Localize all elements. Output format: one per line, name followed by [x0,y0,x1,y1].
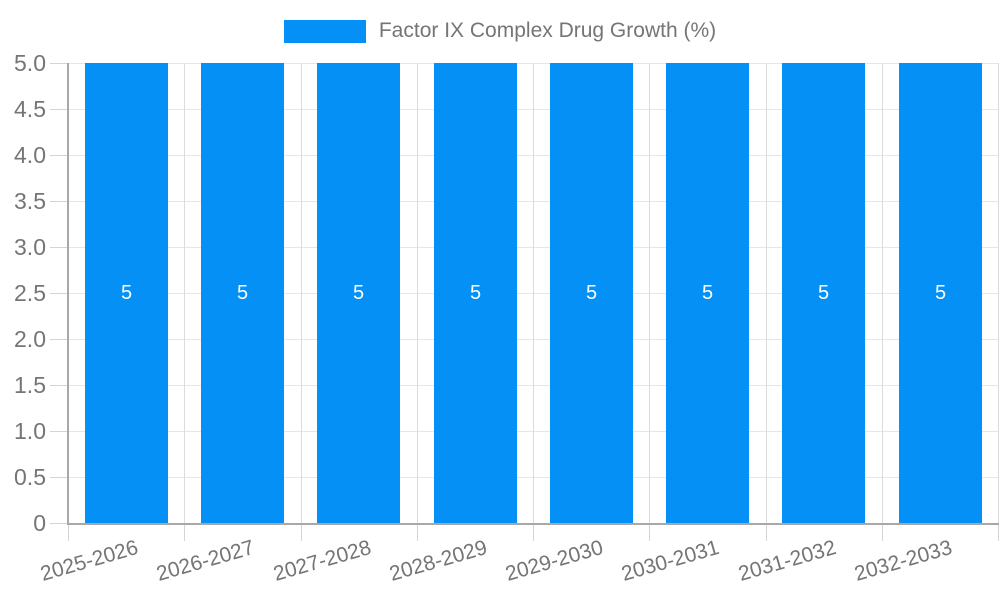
y-tick [50,523,68,524]
gridline-vertical [417,63,418,523]
bar-value-label: 5 [934,282,947,304]
gridline-vertical [998,63,999,523]
y-tick [50,477,68,478]
bar-value-label: 5 [352,282,365,304]
x-tick [649,523,650,541]
y-tick [50,155,68,156]
bar-value-label: 5 [469,282,482,304]
x-tick-label: 2032-2033 [851,536,955,586]
x-tick [533,523,534,541]
legend[interactable]: Factor IX Complex Drug Growth (%) [0,19,1000,43]
y-tick-label: 2.5 [14,280,46,306]
bar[interactable] [666,63,749,523]
y-tick [50,339,68,340]
gridline-vertical [649,63,650,523]
y-tick-label: 4.0 [14,142,46,168]
x-tick-label: 2029-2030 [502,536,606,586]
x-tick-label: 2030-2031 [618,536,722,586]
y-tick-label: 1.5 [14,372,46,398]
y-tick-label: 3.0 [14,234,46,260]
x-tick [766,523,767,541]
x-tick-label: 2027-2028 [270,536,374,586]
y-tick [50,109,68,110]
y-tick-label: 5.0 [14,50,46,76]
gridline-vertical [882,63,883,523]
y-tick-label: 2.0 [14,326,46,352]
bar-value-label: 5 [120,282,133,304]
x-tick [882,523,883,541]
y-tick [50,431,68,432]
x-tick-label: 2026-2027 [153,536,257,586]
bar[interactable] [434,63,517,523]
bar-value-label: 5 [236,282,249,304]
x-axis-line [67,523,999,525]
x-tick-label: 2028-2029 [386,536,490,586]
y-axis-line [67,63,69,525]
bar[interactable] [550,63,633,523]
gridline-vertical [766,63,767,523]
y-tick-label: 4.5 [14,96,46,122]
x-tick [998,523,999,541]
gridline-vertical [533,63,534,523]
x-tick-label: 2025-2026 [37,536,141,586]
y-tick-label: 0 [33,510,46,536]
bar[interactable] [782,63,865,523]
bar[interactable] [899,63,982,523]
x-tick [301,523,302,541]
y-tick [50,247,68,248]
y-tick [50,201,68,202]
bar[interactable] [85,63,168,523]
y-tick-label: 1.0 [14,418,46,444]
bar[interactable] [317,63,400,523]
legend-label: Factor IX Complex Drug Growth (%) [378,19,717,42]
y-tick-label: 3.5 [14,188,46,214]
x-tick-label: 2031-2032 [735,536,839,586]
x-tick [417,523,418,541]
x-tick [184,523,185,541]
y-tick-label: 0.5 [14,464,46,490]
gridline-vertical [301,63,302,523]
y-tick [50,63,68,64]
bar-value-label: 5 [817,282,830,304]
bar-value-label: 5 [701,282,714,304]
bar[interactable] [201,63,284,523]
y-tick [50,385,68,386]
y-tick [50,293,68,294]
x-tick [68,523,69,541]
gridline-vertical [184,63,185,523]
bar-value-label: 5 [585,282,598,304]
legend-swatch [283,19,366,43]
